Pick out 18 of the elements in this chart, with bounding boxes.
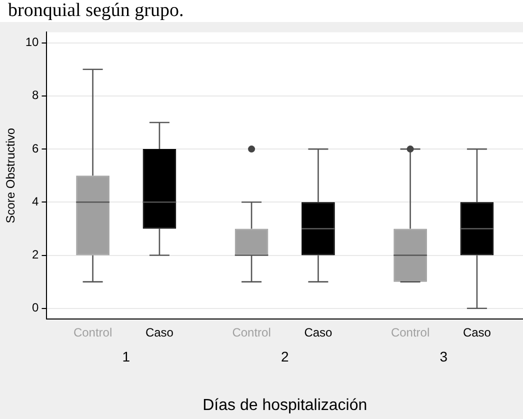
y-tick-label: 0 — [32, 300, 40, 315]
y-tick-label: 2 — [32, 248, 40, 262]
y-tick-label: 8 — [32, 88, 40, 102]
y-tick-label: 6 — [32, 141, 40, 156]
text: Caso — [462, 325, 491, 340]
text: Caso — [304, 325, 333, 340]
chart-title: bronquial según grupo. — [7, 0, 185, 22]
y-tick-label: 10 — [25, 35, 40, 50]
x-axis-title: Días de hospitalización — [202, 396, 368, 414]
x-tick-label: 3 — [440, 348, 448, 364]
y-axis-title: Score Obstructivo — [4, 128, 18, 224]
y-tick-label: 4 — [32, 194, 40, 208]
text: Control — [232, 325, 271, 340]
x-tick-label: 2 — [280, 348, 289, 364]
text: Control — [73, 325, 112, 340]
text: Caso — [145, 325, 174, 340]
text: Control — [390, 325, 430, 340]
x-tick-label: 1 — [122, 348, 130, 364]
